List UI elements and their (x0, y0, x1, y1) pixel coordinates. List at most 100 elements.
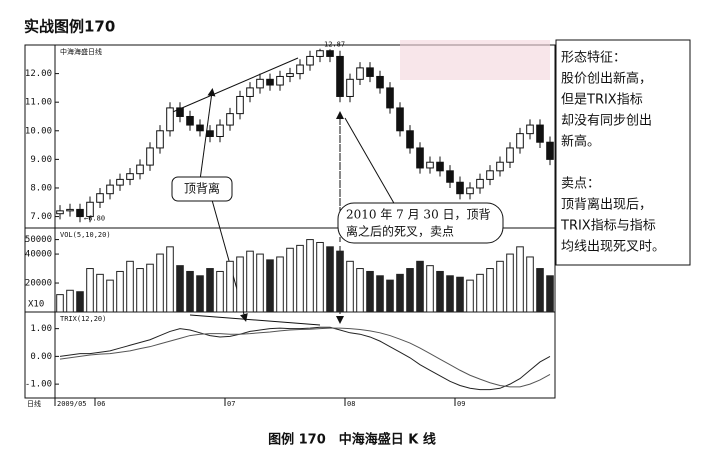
callout-text: 顶背离 (184, 181, 220, 196)
volume-bar (196, 275, 204, 313)
candle-body (106, 184, 114, 195)
volume-bar (226, 260, 234, 313)
y-tick-label: 12.00 (25, 69, 52, 79)
candle-body (56, 210, 64, 215)
volume-bar (216, 270, 224, 313)
price-annotation: ←6.80 (84, 214, 105, 222)
volume-bar (426, 265, 434, 313)
y-tick-label: 10.00 (25, 126, 52, 136)
side-line: 但是TRIX指标 (561, 93, 643, 108)
volume-bar (466, 279, 474, 313)
candle-body (86, 201, 94, 218)
candle-body (146, 147, 154, 166)
candle-body (256, 78, 264, 89)
title: 实战图例170 (24, 18, 115, 36)
y-tick-label: 20000 (25, 279, 52, 289)
candle-body (316, 50, 324, 57)
volume-bar (86, 268, 94, 313)
candle-body (266, 78, 274, 86)
panel-title: TRIX(12,20) (60, 315, 106, 323)
candle-body (136, 164, 144, 175)
candle-body (476, 178, 484, 189)
volume-bar (446, 275, 454, 313)
volume-bar (506, 253, 514, 313)
x-tick-label: 09 (457, 400, 465, 408)
candle-body (356, 67, 364, 80)
volume-bar (66, 289, 74, 313)
side-line: 顶背离出现后， (561, 197, 652, 213)
volume-bar (486, 268, 494, 313)
callout-box (171, 176, 233, 202)
volume-bar (156, 253, 164, 313)
side-line: 新高。 (561, 134, 600, 150)
volume-bar (126, 260, 134, 313)
volume-bar (366, 270, 374, 313)
x-tick-label: 06 (97, 400, 105, 408)
candle-body (176, 107, 184, 117)
scale-label: X10 (28, 300, 44, 310)
volume-bar (316, 241, 324, 313)
y-tick-label: 0.00 (30, 352, 52, 362)
volume-bar (306, 239, 314, 313)
y-tick-label: 11.00 (25, 98, 52, 108)
volume-bar (166, 246, 174, 313)
y-tick-label: 8.00 (30, 183, 52, 193)
candle-body (246, 87, 254, 97)
callout-text: 2010 年 7 月 30 日，顶背 (346, 208, 491, 222)
volume-bar (546, 275, 554, 313)
price-annotation: 12.87 (324, 41, 345, 49)
candle-body (466, 187, 474, 195)
volume-bar (376, 275, 384, 313)
candle-body (286, 73, 294, 77)
candle-body (446, 170, 454, 183)
chart-frame (24, 44, 556, 399)
side-line: 却没有同步创出 (561, 114, 652, 129)
y-tick-label: 9.00 (30, 155, 52, 165)
candle-body (96, 193, 104, 203)
volume-bar (266, 259, 274, 313)
x-axis-label: 日线 (27, 399, 41, 408)
volume-bar (386, 279, 394, 313)
y-tick-label: 7.00 (30, 212, 52, 222)
x-tick-label: 07 (227, 400, 235, 408)
volume-bar (396, 273, 404, 313)
candle-body (296, 64, 304, 75)
candle-body (126, 173, 134, 180)
side-line: TRIX指标与指标 (560, 219, 656, 234)
panel-title: 中海海盛日线 (60, 47, 102, 56)
candle-body (156, 130, 164, 149)
candle-body (386, 87, 394, 109)
side-line: 均线出现死叉时。 (561, 240, 665, 255)
candle-body (456, 181, 464, 195)
candle-body (506, 147, 514, 163)
volume-bar (146, 263, 154, 313)
side-line: 股价创出新高， (561, 71, 652, 87)
volume-bar (116, 270, 124, 313)
volume-bar (346, 260, 354, 313)
volume-bar (96, 273, 104, 313)
volume-bar (456, 276, 464, 313)
candle-body (536, 124, 544, 143)
candle-body (116, 178, 124, 186)
volume-bar (76, 291, 84, 313)
candle-body (486, 170, 494, 180)
candle-body (226, 113, 234, 126)
volume-bar (286, 247, 294, 313)
volume-bar (246, 250, 254, 313)
arrow (344, 117, 396, 206)
volume-bar (536, 268, 544, 313)
candle-body (406, 130, 414, 149)
trend-line (189, 314, 321, 326)
volume-bar (496, 260, 504, 313)
candle-body (526, 124, 534, 135)
candle-body (276, 75, 284, 86)
candle-body (306, 55, 314, 66)
volume-bar (336, 250, 344, 313)
volume-bar (256, 253, 264, 313)
volume-bar (106, 279, 114, 313)
x-tick-label: 08 (347, 400, 355, 408)
callout-text: 离之后的死叉，卖点 (346, 224, 454, 239)
candle-body (366, 67, 374, 77)
callout-box (337, 202, 504, 244)
